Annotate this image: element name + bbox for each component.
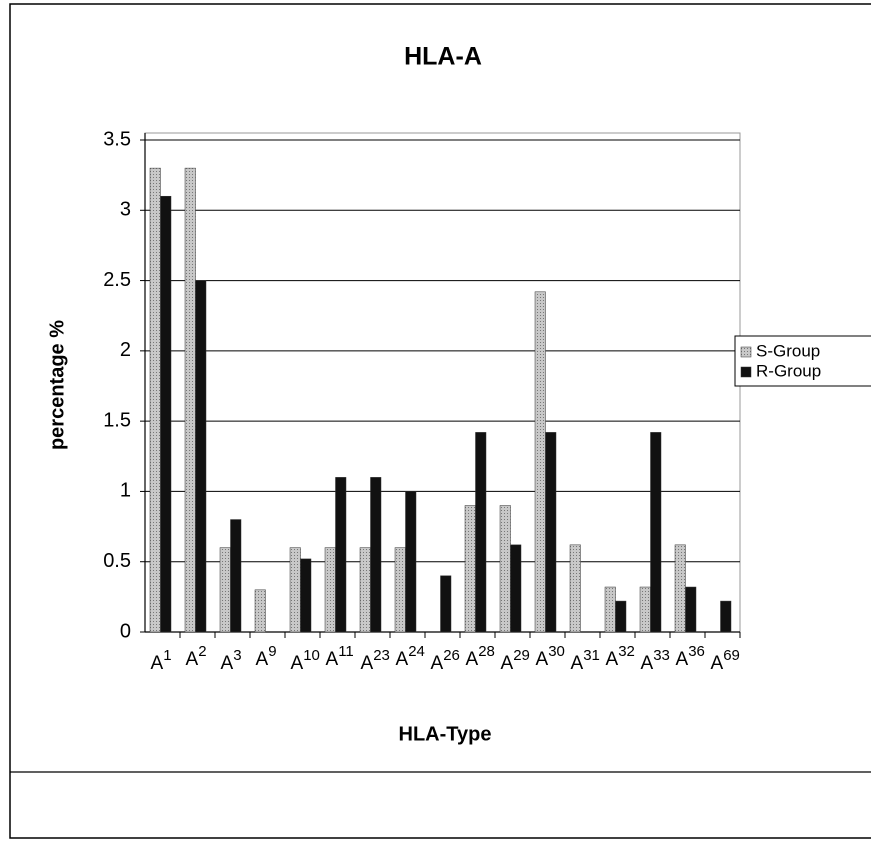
x-tick-label: A28: [466, 643, 495, 670]
y-tick-label: 0: [120, 620, 131, 642]
bar: [335, 477, 347, 633]
bar: [534, 291, 546, 633]
x-tick-label: A36: [676, 643, 705, 670]
x-tick-label: A1: [151, 647, 172, 674]
bar: [230, 519, 242, 633]
bar: [394, 547, 406, 633]
bar: [370, 477, 382, 633]
bar: [674, 544, 686, 633]
bar: [289, 547, 301, 633]
x-tick-label: A2: [186, 643, 207, 670]
bar: [545, 432, 557, 633]
x-tick-label: A30: [536, 643, 565, 670]
chart-title: HLA-A: [404, 43, 482, 71]
y-tick-label: 3: [120, 199, 131, 221]
x-tick-label: A33: [641, 647, 670, 674]
legend-swatch: [740, 346, 752, 358]
y-tick-label: 2: [120, 339, 131, 361]
bar: [149, 167, 161, 633]
bar: [650, 432, 662, 633]
x-tick-label: A10: [291, 647, 320, 674]
x-tick-label: A11: [326, 643, 354, 670]
bar: [604, 586, 616, 633]
bar: [300, 558, 312, 633]
frame: [9, 3, 871, 839]
bar: [569, 544, 581, 633]
bar: [160, 195, 172, 633]
y-axis-label: percentage %: [46, 320, 68, 450]
x-tick-label: A69: [711, 647, 740, 674]
x-tick-label: A31: [571, 647, 600, 674]
x-tick-label: A26: [431, 647, 460, 674]
bar: [615, 600, 627, 633]
legend-box: [734, 335, 871, 387]
x-tick-label: A24: [396, 643, 425, 670]
bar: [324, 547, 336, 633]
bar: [475, 432, 487, 633]
y-tick-label: 3.5: [103, 128, 131, 150]
bar: [464, 505, 476, 633]
x-tick-label: A32: [606, 643, 635, 670]
bar: [639, 586, 651, 633]
x-tick-label: A3: [221, 647, 242, 674]
bar: [184, 167, 196, 633]
y-tick-label: 2.5: [103, 269, 131, 291]
legend-label: S-Group: [756, 341, 820, 360]
bar: [685, 586, 697, 633]
x-tick-label: A23: [361, 647, 390, 674]
bar: [219, 547, 231, 633]
bar: [499, 505, 511, 633]
bar: [405, 491, 417, 633]
bar: [195, 280, 207, 633]
bar: [254, 589, 266, 633]
y-tick-label: 1: [120, 480, 131, 502]
bar: [720, 600, 732, 633]
x-tick-label: A29: [501, 647, 530, 674]
legend-label: R-Group: [756, 361, 821, 380]
x-axis-label: HLA-Type: [399, 723, 492, 745]
x-tick-label: A9: [256, 643, 277, 670]
bar: [359, 547, 371, 633]
bar: [440, 575, 452, 633]
y-tick-label: 0.5: [103, 550, 131, 572]
legend-swatch: [740, 366, 752, 378]
y-tick-label: 1.5: [103, 409, 131, 431]
bar: [510, 544, 522, 633]
